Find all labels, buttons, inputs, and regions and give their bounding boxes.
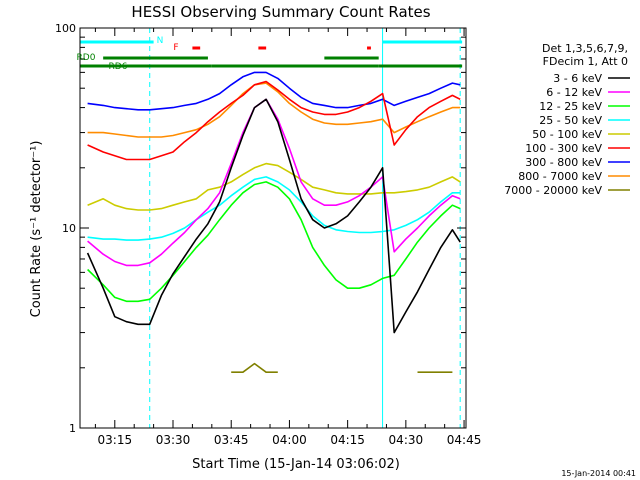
y-tick-label-1: 1 [69, 422, 76, 435]
series-line-3-6-kev [86, 98, 461, 334]
chart-title: HESSI Observing Summary Count Rates [131, 3, 430, 21]
legend-label-1: 6 - 12 keV [546, 86, 602, 99]
series-line-50-100-kev [87, 162, 461, 211]
y-tick-label-100: 100 [55, 22, 76, 35]
series-line-7000-20000-kev [231, 362, 278, 374]
series-line-25-50-kev [87, 176, 461, 241]
series-line-12-25-kev [87, 181, 461, 303]
flag-label-rd6: RD6 [109, 62, 128, 72]
series-line-800-7000-kev [87, 82, 461, 138]
y-tick-label-10: 10 [62, 222, 76, 235]
x-axis-label: Start Time (15-Jan-14 03:06:02) [192, 457, 400, 472]
legend-label-4: 50 - 100 keV [532, 128, 602, 141]
y-axis-label: Count Rate (s⁻¹ detector⁻¹) [29, 141, 44, 318]
flag-label-f: F [173, 43, 178, 53]
x-tick-label-0415: 04:15 [330, 433, 365, 447]
series-line-300-800-kev [87, 71, 461, 111]
legend: Det 1,3,5,6,7,9,FDecim 1, Att 0 3 - 6 keV… [504, 42, 630, 197]
series-line-100-300-kev [87, 80, 461, 161]
x-tick-label-0330: 03:30 [156, 433, 191, 447]
legend-title-line-1: FDecim 1, Att 0 [543, 55, 628, 68]
legend-label-2: 12 - 25 keV [539, 100, 602, 113]
legend-label-6: 300 - 800 keV [525, 156, 602, 169]
legend-label-7: 800 - 7000 keV [518, 170, 602, 183]
legend-label-0: 3 - 6 keV [553, 72, 602, 85]
legend-label-8: 7000 - 20000 keV [504, 184, 602, 197]
legend-label-3: 25 - 50 keV [539, 114, 602, 127]
axes: 1 10 100 03:15 03:30 03:45 04:00 04:15 04:30 04:4… [55, 22, 481, 447]
x-tick-label-0430: 04:30 [389, 433, 424, 447]
x-tick-label-0400: 04:00 [272, 433, 307, 447]
series-line-6-12-kev [87, 98, 461, 267]
footer-timestamp: 15-Jan-2014 00:41 [561, 469, 636, 478]
x-tick-label-0345: 03:45 [214, 433, 249, 447]
flag-label-rd0: RD0 [77, 53, 96, 63]
legend-label-5: 100 - 300 keV [525, 142, 602, 155]
flag-label-n: N [157, 36, 164, 46]
x-tick-label-0445: 04:45 [447, 433, 482, 447]
legend-title-line-0: Det 1,3,5,6,7,9, [542, 42, 628, 55]
x-tick-label-0315: 03:15 [98, 433, 133, 447]
